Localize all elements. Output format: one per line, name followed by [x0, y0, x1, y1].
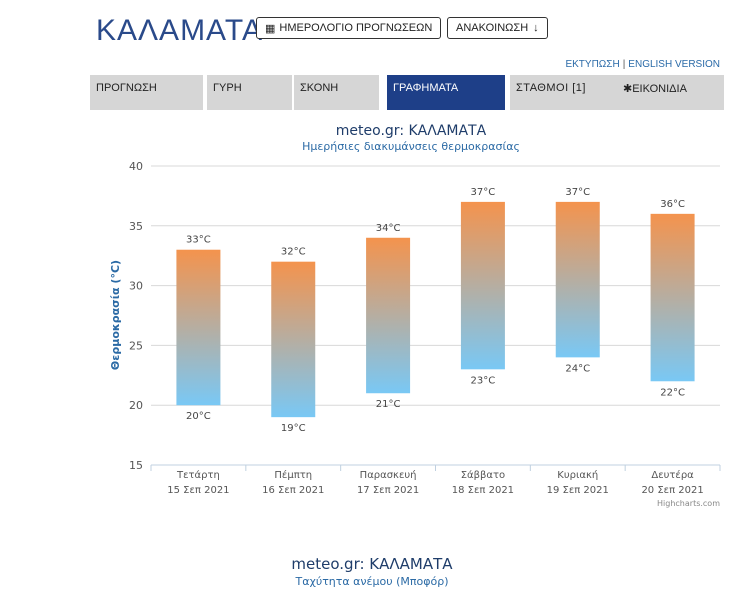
wind-chart-subtitle: Ταχύτητα ανέμου (Μποφόρ): [295, 575, 449, 588]
tab-charts-label: ΓΡΑΦΗΜΑΤΑ: [393, 82, 459, 94]
y-tick-label: 35: [129, 220, 143, 233]
x-tick-date: 19 Σεπ 2021: [547, 485, 609, 496]
x-tick-date: 18 Σεπ 2021: [452, 485, 514, 496]
min-temp-label: 24°C: [565, 363, 590, 374]
y-tick-label: 15: [129, 459, 143, 472]
tab-pollen-label: ΓΥΡΗ: [213, 82, 242, 94]
x-tick-date: 17 Σεπ 2021: [357, 485, 419, 496]
x-tick-day: Παρασκευή: [360, 469, 417, 481]
y-tick-label: 40: [129, 160, 143, 173]
tab-dust[interactable]: ΣΚΟΝΗ: [294, 75, 379, 110]
x-tick-day: Δευτέρα: [651, 469, 694, 481]
max-temp-label: 37°C: [471, 187, 496, 198]
x-tick-day: Κυριακή: [557, 469, 598, 481]
print-link[interactable]: ΕΚΤΥΠΩΣΗ: [565, 59, 620, 70]
city-title: ΚΑΛΑΜΑΤΑ: [96, 14, 263, 47]
tab-charts[interactable]: ΓΡΑΦΗΜΑΤΑ: [387, 75, 505, 110]
top-links: ΕΚΤΥΠΩΣΗ | ENGLISH VERSION: [565, 59, 720, 70]
arrow-down-icon: ↓: [533, 22, 539, 34]
tab-icons-label: ΕΙΚΟΝΙΔΙΑ: [632, 83, 687, 95]
temperature-bar[interactable]: [460, 201, 505, 370]
y-tick-label: 25: [129, 339, 143, 352]
calendar-icon: ▦: [265, 22, 276, 35]
tab-forecast-label: ΠΡΟΓΝΩΣΗ: [96, 82, 157, 94]
temperature-bar[interactable]: [271, 261, 316, 418]
x-tick-day: Σάββατο: [461, 469, 505, 481]
chart-credit[interactable]: Highcharts.com: [657, 499, 720, 508]
chart-subtitle: Ημερήσιες διακυμάνσεις θερμοκρασίας: [302, 140, 520, 153]
x-tick-date: 16 Σεπ 2021: [262, 485, 324, 496]
temperature-bar[interactable]: [650, 213, 695, 382]
min-temp-label: 19°C: [281, 423, 306, 434]
gear-icon: ✱: [623, 83, 633, 95]
y-tick-label: 20: [129, 399, 143, 412]
min-temp-label: 23°C: [471, 375, 496, 386]
temperature-bar[interactable]: [366, 237, 411, 394]
max-temp-label: 34°C: [376, 223, 401, 234]
wind-chart-title: meteo.gr: ΚΑΛΑΜΑΤΑ: [291, 555, 453, 573]
english-version-link[interactable]: ENGLISH VERSION: [628, 59, 720, 70]
max-temp-label: 37°C: [565, 187, 590, 198]
x-tick-day: Πέμπτη: [274, 469, 312, 481]
x-tick-date: 20 Σεπ 2021: [641, 485, 703, 496]
x-tick-day: Τετάρτη: [176, 469, 220, 481]
temperature-bar[interactable]: [555, 201, 600, 358]
tab-pollen[interactable]: ΓΥΡΗ: [207, 75, 292, 110]
min-temp-label: 22°C: [660, 387, 685, 398]
tab-dust-label: ΣΚΟΝΗ: [300, 82, 339, 94]
max-temp-label: 36°C: [660, 199, 685, 210]
calendar-button[interactable]: ▦ ΗΜΕΡΟΛΟΓΙΟ ΠΡΟΓΝΩΣΕΩΝ: [256, 17, 442, 39]
min-temp-label: 21°C: [376, 399, 401, 410]
min-temp-label: 20°C: [186, 411, 211, 422]
announcement-button[interactable]: ΑΝΑΚΟΙΝΩΣΗ ↓: [447, 17, 548, 39]
tab-stations[interactable]: ΣΤΑΘΜΟΙ [1]: [510, 75, 618, 110]
y-tick-label: 30: [129, 280, 143, 293]
tab-stations-label: ΣΤΑΘΜΟΙ [1]: [516, 82, 586, 94]
tab-forecast[interactable]: ΠΡΟΓΝΩΣΗ: [90, 75, 203, 110]
chart-title: meteo.gr: ΚΑΛΑΜΑΤΑ: [336, 123, 487, 139]
max-temp-label: 33°C: [186, 235, 211, 246]
max-temp-label: 32°C: [281, 247, 306, 258]
temperature-bar[interactable]: [176, 249, 221, 406]
y-axis-label: Θερμοκρασία (°C): [109, 260, 122, 370]
calendar-button-label: ΗΜΕΡΟΛΟΓΙΟ ΠΡΟΓΝΩΣΕΩΝ: [279, 22, 433, 34]
tab-icons[interactable]: ✱ΕΙΚΟΝΙΔΙΑ: [617, 75, 724, 110]
x-tick-date: 15 Σεπ 2021: [167, 485, 229, 496]
announcement-button-label: ΑΝΑΚΟΙΝΩΣΗ: [456, 22, 529, 34]
